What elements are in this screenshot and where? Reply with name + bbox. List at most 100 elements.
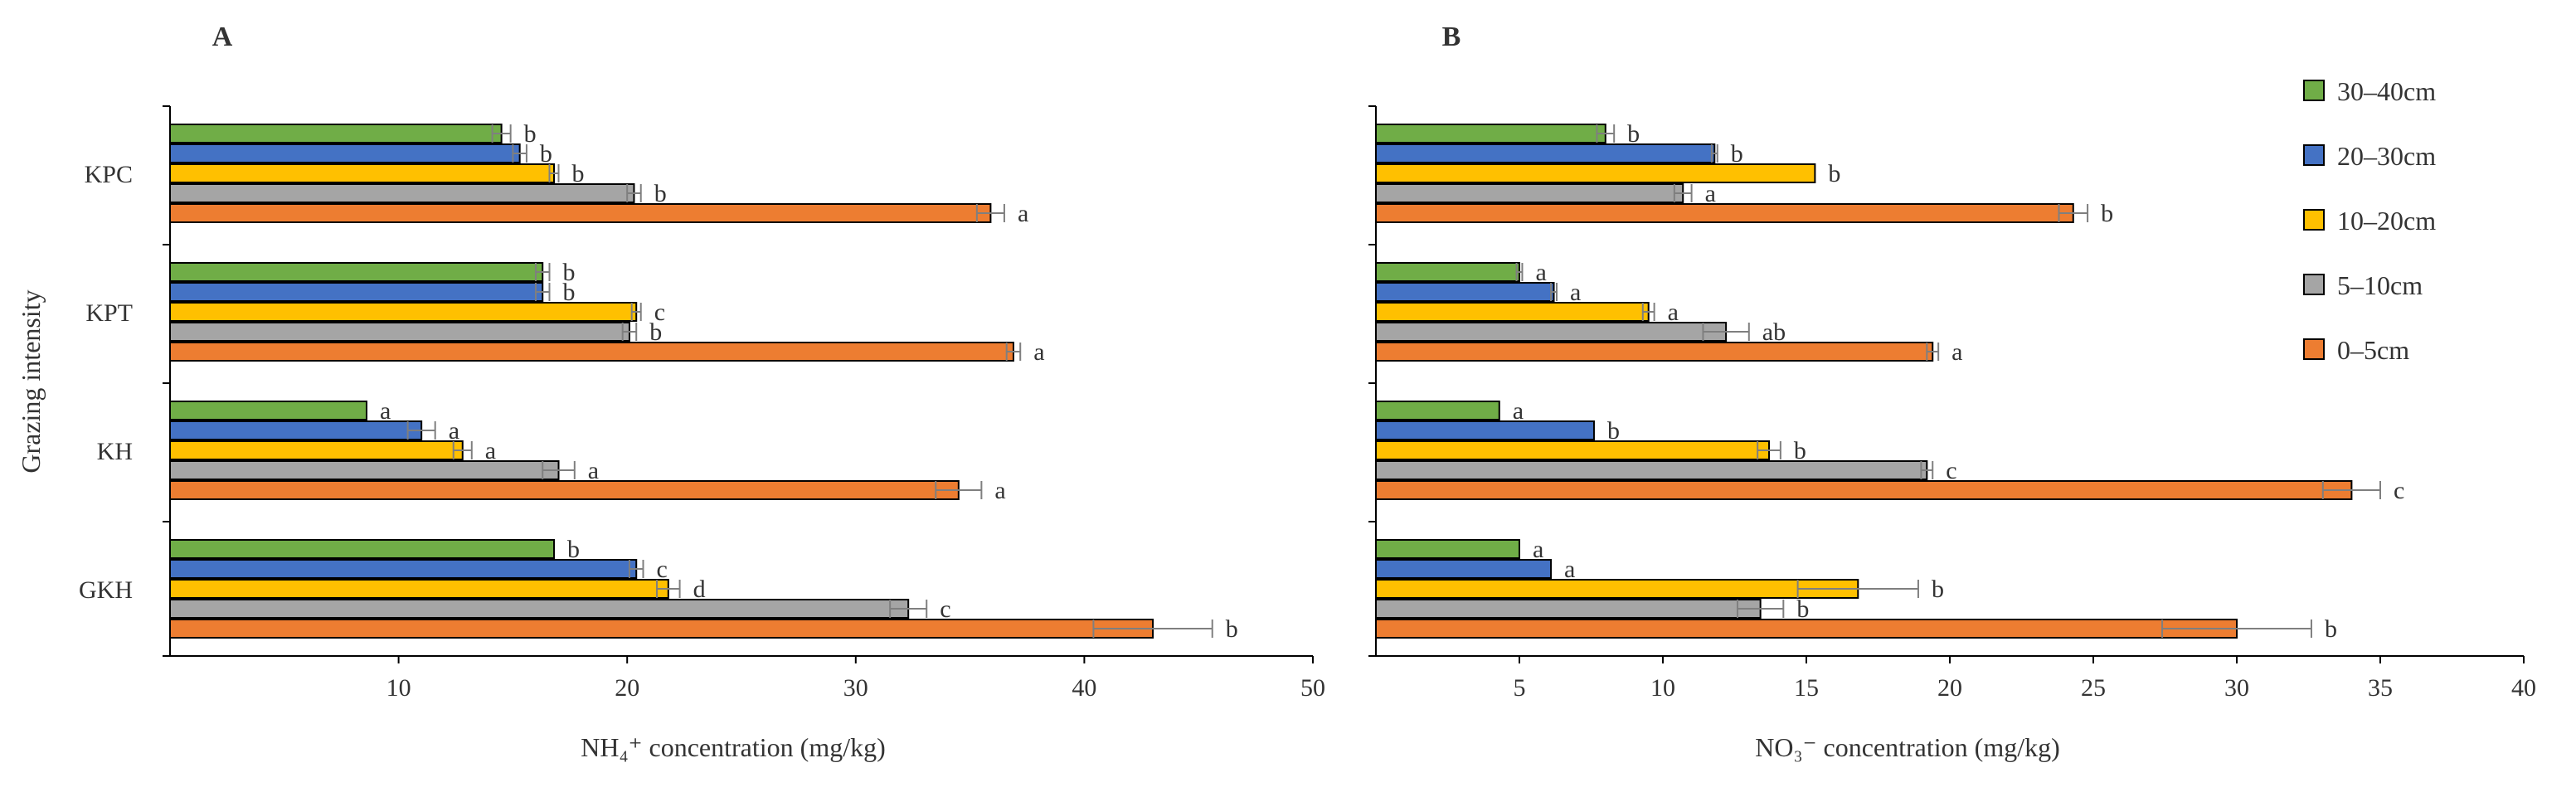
significance-label: a <box>1951 338 1962 366</box>
bar <box>169 539 556 559</box>
significance-label: a <box>1533 536 1543 563</box>
significance-label: b <box>2101 200 2113 227</box>
significance-label: b <box>1607 417 1620 445</box>
significance-label: b <box>567 536 580 563</box>
significance-label: b <box>1226 615 1238 643</box>
bar <box>169 342 1014 362</box>
significance-label: a <box>1513 397 1524 425</box>
bar <box>1375 539 1520 559</box>
panel-b: B 5 10 15 20 25 30 35 40 NO₃⁻ concentration (mg/k… <box>1368 22 2536 762</box>
significance-label: a <box>1668 299 1679 326</box>
bar <box>1375 143 1716 163</box>
significance-label: c <box>2394 477 2404 504</box>
bar <box>1375 262 1520 282</box>
bar <box>169 124 503 143</box>
legend-label: 30–40cm <box>2337 76 2436 106</box>
significance-label: a <box>449 417 459 445</box>
significance-label: b <box>1794 437 1806 464</box>
bar <box>169 322 630 342</box>
bar <box>169 282 544 302</box>
x-axis-label: NH₄⁺ concentration (mg/kg) <box>581 732 886 762</box>
x-tick-label: 35 <box>2368 674 2393 702</box>
legend-swatch <box>2303 338 2325 360</box>
bar <box>1375 322 1728 342</box>
significance-label: b <box>1731 140 1743 168</box>
bar <box>1375 420 1595 440</box>
legend-label: 20–30cm <box>2337 141 2436 171</box>
bar <box>169 460 560 480</box>
panel-a: A 10 20 30 40 50 NH₄⁺ concentration (mg/kg) Gra… <box>16 22 1325 762</box>
x-tick-label: 20 <box>1937 674 1962 702</box>
bar <box>1375 460 1928 480</box>
category-label: KPC <box>85 161 133 188</box>
x-tick-label: 10 <box>386 674 411 702</box>
significance-label: b <box>540 140 552 168</box>
bar <box>169 619 1154 639</box>
panel-label: B <box>1442 22 1461 52</box>
significance-label: b <box>1796 595 1809 623</box>
bar <box>169 203 992 223</box>
significance-label: b <box>1932 576 1944 603</box>
x-axis-label: NO₃⁻ concentration (mg/kg) <box>1755 732 2060 762</box>
x-tick-label: 40 <box>1072 674 1096 702</box>
x-tick-label: 40 <box>2511 674 2536 702</box>
legend-label: 5–10cm <box>2337 270 2423 300</box>
bar <box>169 183 635 203</box>
bar <box>169 599 910 619</box>
significance-label: b <box>562 259 575 286</box>
significance-label: a <box>485 437 496 464</box>
bar <box>1375 599 1762 619</box>
legend-swatch <box>2303 274 2325 295</box>
bar <box>1375 302 1650 322</box>
bar <box>1375 480 2353 500</box>
x-tick-label: 5 <box>1514 674 1526 702</box>
category-label: KPT <box>85 299 133 327</box>
bar <box>1375 163 1816 183</box>
bar <box>169 480 960 500</box>
bar <box>1375 124 1606 143</box>
category-label: GKH <box>79 576 133 604</box>
significance-label: a <box>994 477 1005 504</box>
x-tick-label: 20 <box>615 674 639 702</box>
x-tick-label: 30 <box>2224 674 2249 702</box>
bar <box>169 163 556 183</box>
significance-label: d <box>693 576 706 603</box>
x-tick-label: 25 <box>2081 674 2106 702</box>
bar <box>1375 282 1555 302</box>
legend-label: 0–5cm <box>2337 335 2409 365</box>
bar <box>169 579 669 599</box>
legend-label: 10–20cm <box>2337 206 2436 236</box>
bar <box>1375 579 1859 599</box>
significance-label: b <box>654 180 667 207</box>
bar <box>169 420 423 440</box>
significance-label: c <box>940 595 950 623</box>
significance-label: a <box>1564 556 1575 583</box>
bar <box>1375 619 2238 639</box>
legend-swatch <box>2303 144 2325 166</box>
significance-label: ab <box>1762 318 1786 346</box>
significance-label: c <box>654 299 665 326</box>
significance-label: b <box>649 318 662 346</box>
significance-label: b <box>1627 120 1640 148</box>
x-tick-label: 30 <box>843 674 868 702</box>
bar <box>1375 559 1553 579</box>
bar <box>169 143 521 163</box>
significance-label: a <box>1705 180 1716 207</box>
x-tick-label: 10 <box>1650 674 1675 702</box>
significance-label: a <box>1535 259 1546 286</box>
bar <box>1375 440 1771 460</box>
bar <box>169 440 464 460</box>
category-label: KH <box>97 438 133 465</box>
significance-label: b <box>2325 615 2337 643</box>
significance-label: c <box>1946 457 1956 484</box>
significance-label: b <box>562 279 575 306</box>
bar <box>169 559 638 579</box>
legend-swatch <box>2303 209 2325 231</box>
significance-label: a <box>588 457 599 484</box>
bar <box>1375 183 1684 203</box>
bar <box>169 262 544 282</box>
y-axis-label: Grazing intensity <box>16 289 46 473</box>
panel-label: A <box>212 22 233 52</box>
significance-label: c <box>656 556 667 583</box>
significance-label: b <box>572 160 585 187</box>
